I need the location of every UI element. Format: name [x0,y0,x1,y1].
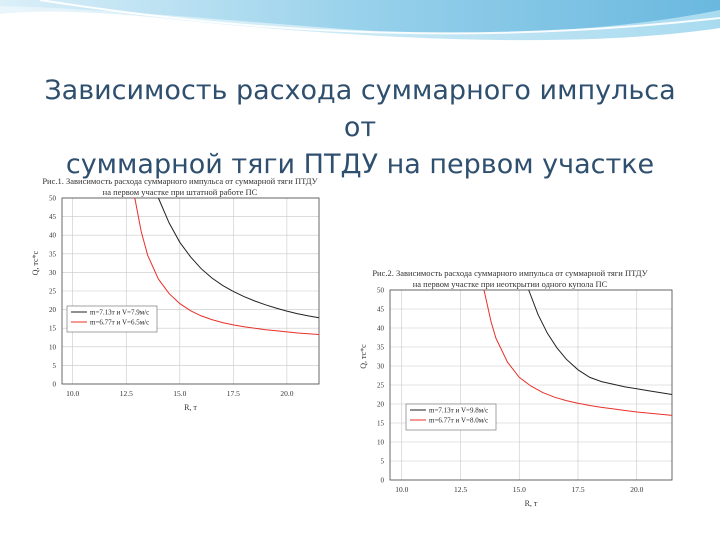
y-tick-label: 50 [377,287,385,295]
x-tick-label: 20.0 [630,485,643,494]
legend-entry-2: m=6.77т и V=8.0м/с [429,417,488,425]
banner-wave-front [0,0,720,34]
series-line-1 [528,289,673,395]
chart-figure-2: 10.0 12.5 15.0 17.5 20.0 0 5 10 15 20 25 30 35 40 45 50… [359,287,673,508]
legend-entry-2: m=6.77т и V=6.5м/с [90,319,149,327]
y-tick-label: 35 [49,250,57,258]
y-tick-label: 50 [49,195,57,203]
plot-frame [61,197,320,385]
y-tick-label: 40 [49,232,57,240]
y-tick-label: 10 [49,343,57,351]
x-tick-label: 17.5 [571,485,584,494]
figure-2-caption-line-2: на первом участке при неоткрытии одного … [412,279,608,289]
y-tick-label: 35 [377,344,385,352]
plot-frame [389,289,673,481]
y-tick-label: 20 [377,401,385,409]
y-tick-label: 5 [381,458,385,466]
x-tick-label: 12.5 [120,389,133,398]
x-tick-label: 15.0 [513,485,526,494]
figure-1-caption: Рис.1. Зависимость расхода суммарного им… [30,176,330,198]
y-tick-label: 0 [381,477,385,485]
y-axis-label: Q, тс*с [31,250,40,275]
y-tick-label: 30 [49,269,57,277]
figure-1-caption-line-1: Рис.1. Зависимость расхода суммарного им… [42,176,318,186]
chart-legend: m=7.13т и V=7.9м/с m=6.77т и V=6.5м/с [66,305,158,333]
figure-2-caption-line-1: Рис.2. Зависимость расхода суммарного им… [372,268,648,278]
x-axis-label: R, т [184,403,197,412]
legend-entry-1: m=7.13т и V=7.9м/с [90,309,149,317]
header-banner [0,0,720,41]
chart-figure-1: 10.0 12.5 15.0 17.5 20.0 0 5 10 15 20 25 30 35 40 45 50… [31,195,320,412]
y-tick-label: 45 [377,306,385,314]
chart-grid [62,197,319,385]
series-line-2 [134,197,320,335]
banner-wave-line [39,0,720,35]
legend-box [405,403,497,431]
chart-legend: m=7.13т и V=9.8м/с m=6.77т и V=8.0м/с [405,403,497,431]
y-tick-label: 15 [49,325,57,333]
y-axis-label: Q, тс*с [359,344,368,369]
slide-title-line-1: Зависимость расхода суммарного импульса … [44,75,676,143]
x-tick-label: 17.5 [227,389,240,398]
y-tick-label: 25 [377,382,385,390]
y-tick-label: 45 [49,213,57,221]
y-tick-label: 0 [53,381,57,389]
y-tick-label: 30 [377,363,385,371]
y-tick-label: 40 [377,325,385,333]
y-tick-label: 5 [53,362,57,370]
y-tick-label: 10 [377,439,385,447]
legend-entry-1: m=7.13т и V=9.8м/с [429,407,488,415]
x-tick-label: 15.0 [173,389,186,398]
y-tick-label: 15 [377,420,385,428]
series-line-1 [157,197,320,319]
figure-1-caption-line-2: на первом участке при штатной работе ПС [102,187,258,197]
legend-box [66,305,158,333]
figure-2-caption: Рис.2. Зависимость расхода суммарного им… [355,268,665,290]
chart-grid [390,289,672,481]
x-axis-label: R, т [525,499,538,508]
x-tick-label: 20.0 [280,389,293,398]
x-tick-label: 12.5 [454,485,467,494]
series-line-2 [483,289,673,416]
x-tick-label: 10.0 [395,485,408,494]
y-tick-label: 20 [49,306,57,314]
slide-title: Зависимость расхода суммарного импульса … [30,72,690,183]
slide-title-line-2: суммарной тяги ПТДУ на первом участке [65,149,655,180]
y-tick-label: 25 [49,288,57,296]
x-tick-label: 10.0 [66,389,79,398]
